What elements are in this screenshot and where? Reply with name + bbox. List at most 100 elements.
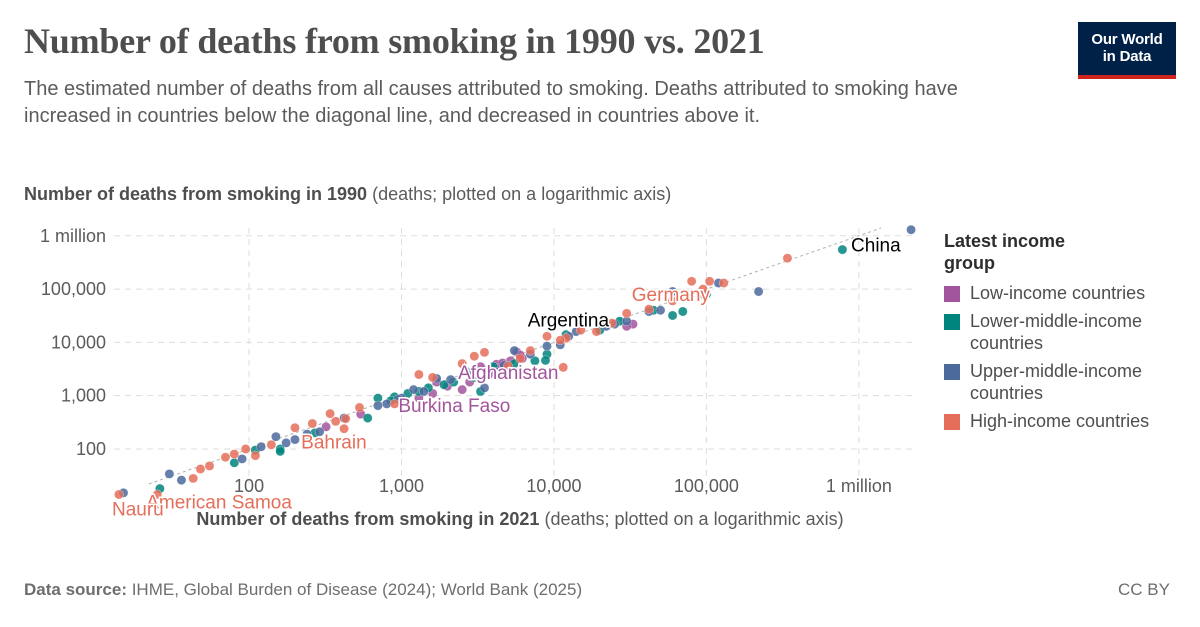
data-point-high bbox=[414, 369, 424, 380]
legend-item-upper-middle-income[interactable]: Upper-middle-income countries bbox=[944, 360, 1194, 404]
data-point-high bbox=[152, 489, 163, 500]
legend-item-low-income[interactable]: Low-income countries bbox=[944, 282, 1194, 304]
legend-item-high-income[interactable]: High-income countries bbox=[944, 410, 1194, 432]
data-point-high bbox=[250, 450, 261, 461]
chart-subtitle: The estimated number of deaths from all … bbox=[24, 78, 958, 127]
data-point-middle-high bbox=[542, 341, 552, 351]
legend-swatch-low-income bbox=[944, 286, 960, 302]
data-point-high bbox=[307, 418, 318, 429]
logo-line-1: Our World bbox=[1091, 31, 1163, 48]
data-point-high bbox=[591, 326, 602, 337]
data-point-high bbox=[240, 444, 251, 454]
data-point-high bbox=[515, 353, 525, 364]
country-label-afghanistan: Afghanistan bbox=[458, 363, 558, 384]
data-point-high bbox=[576, 325, 586, 335]
legend-label: Upper-middle-income countries bbox=[970, 361, 1143, 403]
data-point-high bbox=[621, 308, 632, 319]
data-point-high bbox=[698, 284, 708, 294]
x-tick-label: 100,000 bbox=[674, 476, 739, 496]
country-label-argentina: Argentina bbox=[528, 310, 610, 331]
data-point-high bbox=[457, 358, 467, 369]
license-link[interactable]: CC BY bbox=[1118, 580, 1170, 599]
legend-item-lower-middle-income[interactable]: Lower-middle-income countries bbox=[944, 310, 1194, 354]
y-axis-title-bold: Number of deaths from smoking in 1990 bbox=[24, 184, 368, 204]
data-point-middle-high bbox=[479, 383, 490, 393]
data-point-middle-high bbox=[419, 386, 429, 397]
legend-label: Low-income countries bbox=[970, 283, 1146, 303]
data-point-high bbox=[704, 276, 715, 287]
data-point-high bbox=[204, 461, 215, 471]
data-point-middle-high bbox=[314, 427, 325, 437]
data-point-high bbox=[719, 278, 729, 288]
x-axis-title: Number of deaths from smoking in 2021 (d… bbox=[140, 508, 900, 530]
x-tick-label: 10,000 bbox=[526, 476, 581, 496]
logo-line-2: in Data bbox=[1102, 48, 1152, 65]
data-point-middle-low bbox=[439, 380, 449, 390]
data-point-high bbox=[644, 304, 654, 314]
data-point-high bbox=[686, 276, 697, 287]
x-axis-title-rest: (deaths; plotted on a logarithmic axis) bbox=[539, 509, 844, 529]
data-point-low bbox=[475, 361, 486, 372]
data-point-high bbox=[220, 452, 231, 462]
data-point-high bbox=[114, 489, 124, 500]
points-layer bbox=[114, 224, 916, 500]
data-point-middle-high bbox=[302, 429, 312, 439]
data-point-low bbox=[457, 384, 467, 395]
data-point-middle-low bbox=[530, 356, 540, 366]
data-point-high bbox=[325, 408, 335, 419]
data-point-low bbox=[483, 370, 493, 381]
data-point-middle-high bbox=[176, 475, 187, 485]
legend-swatch-upper-middle-income bbox=[944, 364, 960, 380]
data-point-high bbox=[667, 296, 678, 306]
data-point-middle-low bbox=[837, 244, 848, 255]
data-point-middle-high bbox=[655, 305, 666, 316]
x-axis-title-bold: Number of deaths from smoking in 2021 bbox=[196, 509, 540, 529]
owid-logo[interactable]: Our World in Data bbox=[1078, 22, 1176, 79]
data-point-middle-low bbox=[678, 306, 688, 317]
country-label-china: China bbox=[851, 236, 901, 257]
y-tick-label: 10,000 bbox=[51, 332, 106, 352]
data-point-high bbox=[319, 439, 329, 450]
country-label-american-samoa: American Samoa bbox=[146, 492, 292, 513]
data-source: Data source: IHME, Global Burden of Dise… bbox=[24, 580, 582, 600]
data-point-high bbox=[354, 402, 365, 413]
data-point-middle-high bbox=[290, 434, 300, 445]
data-point-high bbox=[389, 399, 400, 409]
x-tick-label: 100 bbox=[234, 476, 264, 496]
data-point-low bbox=[321, 422, 331, 432]
data-source-label: Data source: bbox=[24, 580, 127, 599]
y-tick-label: 1,000 bbox=[61, 386, 106, 406]
data-point-middle-low bbox=[362, 413, 373, 423]
country-labels-layer: China Germany Argentina Afghanistan Burkina … bbox=[111, 234, 903, 522]
data-point-high bbox=[782, 253, 793, 263]
data-point-high bbox=[607, 318, 617, 328]
chart-title: Number of deaths from smoking in 1990 vs… bbox=[24, 21, 765, 61]
y-axis-title-rest: (deaths; plotted on a logarithmic axis) bbox=[367, 184, 672, 204]
y-tick-label: 1 million bbox=[40, 226, 106, 246]
data-source-text: IHME, Global Burden of Disease (2024); W… bbox=[126, 580, 583, 599]
x-tick-label: 1 million bbox=[826, 476, 892, 496]
data-point-high bbox=[266, 439, 277, 450]
data-point-high bbox=[195, 464, 206, 474]
data-point-high bbox=[330, 416, 341, 427]
data-point-high bbox=[469, 351, 480, 361]
data-point-middle-high bbox=[164, 469, 175, 479]
data-point-high bbox=[229, 449, 240, 459]
data-point-middle-high bbox=[373, 400, 383, 411]
data-point-middle-high bbox=[667, 286, 678, 297]
data-point-high bbox=[525, 345, 536, 356]
y-tick-label: 100,000 bbox=[41, 279, 106, 299]
data-point-middle-low bbox=[667, 310, 678, 321]
data-point-middle-high bbox=[237, 454, 247, 464]
data-point-middle-high bbox=[408, 384, 419, 395]
data-point-high bbox=[340, 413, 351, 424]
data-point-middle-high bbox=[906, 224, 916, 235]
data-point-high bbox=[188, 473, 198, 484]
data-point-middle-high bbox=[753, 286, 764, 297]
legend-title: Latest income group bbox=[944, 231, 1066, 273]
data-point-middle-high bbox=[281, 438, 291, 448]
country-label-burkina-faso: Burkina Faso bbox=[398, 396, 510, 417]
legend: Latest income group Low-income countries… bbox=[944, 230, 1194, 438]
data-point-high bbox=[503, 361, 513, 371]
